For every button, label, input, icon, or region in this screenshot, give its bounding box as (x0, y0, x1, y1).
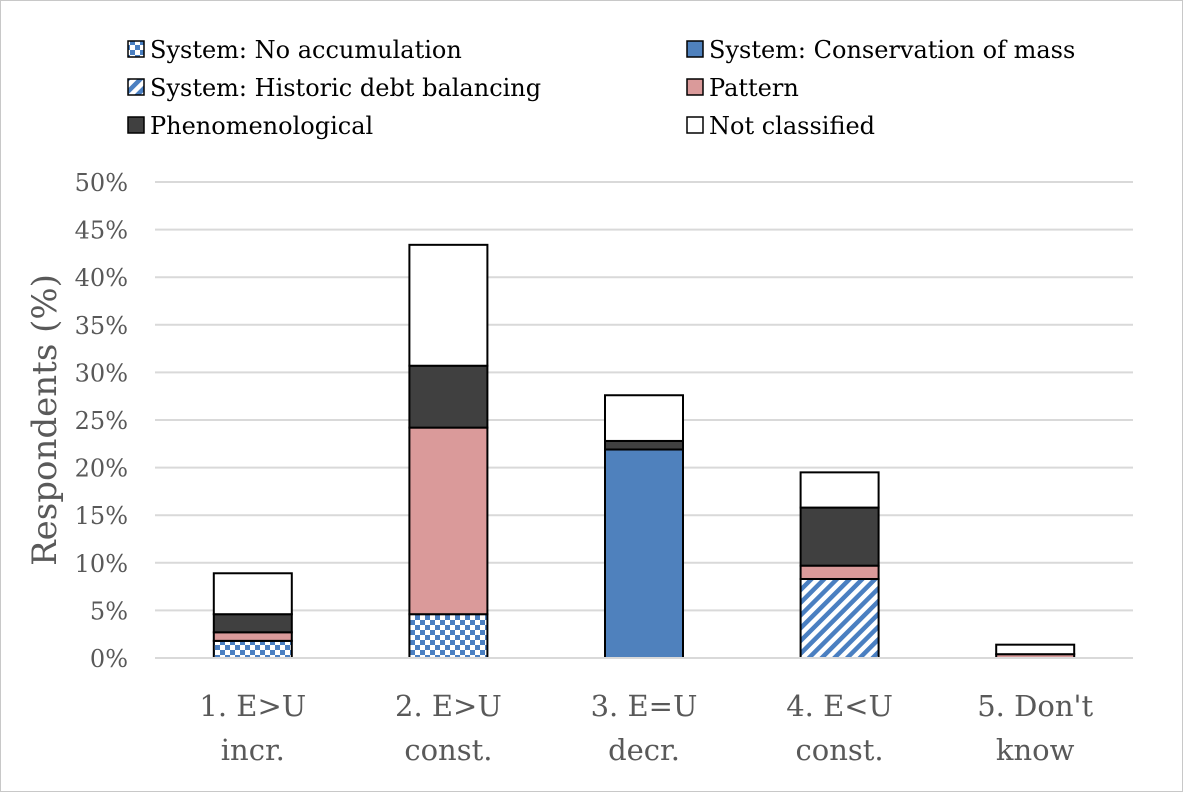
legend-swatch (686, 40, 704, 58)
legend-label: System: No accumulation (150, 36, 462, 64)
bar-segment (408, 243, 489, 367)
y-tick-label: 35% (75, 312, 128, 340)
bar-segment (212, 572, 293, 616)
x-tick-label: decr. (608, 733, 680, 767)
bar-segment (408, 426, 489, 616)
legend-label: Not classified (709, 112, 875, 140)
x-tick-label: 1. E>U (199, 689, 306, 723)
legend-label: System: Conservation of mass (709, 36, 1075, 64)
y-tick-label: 15% (75, 502, 128, 530)
bar-segment (799, 471, 880, 509)
legend-swatch (127, 116, 145, 134)
x-tick-label: 4. E<U (786, 689, 893, 723)
legend-swatch (686, 116, 704, 134)
bar-segment (604, 448, 684, 659)
y-tick-label: 25% (75, 407, 128, 435)
legend: System: No accumulation System: Conservat… (127, 36, 1075, 140)
x-tick-label: const. (796, 733, 884, 767)
y-tick-label: 10% (75, 550, 128, 578)
y-tick-label: 40% (75, 264, 128, 292)
legend-label: System: Historic debt balancing (150, 74, 541, 102)
y-axis-title: Respondents (%) (25, 274, 65, 566)
y-tick-label: 20% (75, 455, 128, 483)
bar-segment (408, 364, 489, 429)
bar-segment (604, 394, 684, 442)
legend-swatch (127, 40, 145, 58)
y-tick-label: 0% (90, 645, 128, 673)
x-tick-label: 3. E=U (591, 689, 698, 723)
bar-segment (799, 577, 880, 660)
x-tick-label: 5. Don't (977, 689, 1093, 723)
legend-swatch (127, 78, 145, 96)
x-axis-category-labels: 1. E>U incr. 2. E>U const. 3. E=U decr. 4. E<U… (199, 689, 1093, 767)
bar-segment (799, 564, 880, 580)
legend-label: Pattern (709, 74, 799, 102)
bar-segment (799, 506, 880, 567)
y-tick-label: 5% (90, 597, 128, 625)
bar-segment (212, 631, 293, 642)
y-axis-ticks: 0% 5% 10% 15% 20% 25% 30% 35% 40% 45% 50% (75, 169, 128, 673)
bars (212, 243, 1076, 660)
x-tick-label: 2. E>U (395, 689, 502, 723)
y-tick-label: 50% (75, 169, 128, 197)
x-tick-label: const. (404, 733, 492, 767)
gridlines (155, 181, 1133, 612)
y-tick-label: 30% (75, 359, 128, 387)
bar-segment (212, 613, 293, 634)
bar-segment (408, 613, 489, 660)
legend-swatch (686, 78, 704, 96)
legend-label: Phenomenological (150, 112, 373, 140)
bar-segment (604, 439, 684, 451)
bar-segment (212, 639, 293, 660)
bar-segment (995, 643, 1076, 656)
x-tick-label: incr. (221, 733, 285, 767)
y-tick-label: 45% (75, 217, 128, 245)
x-tick-label: know (996, 733, 1075, 767)
